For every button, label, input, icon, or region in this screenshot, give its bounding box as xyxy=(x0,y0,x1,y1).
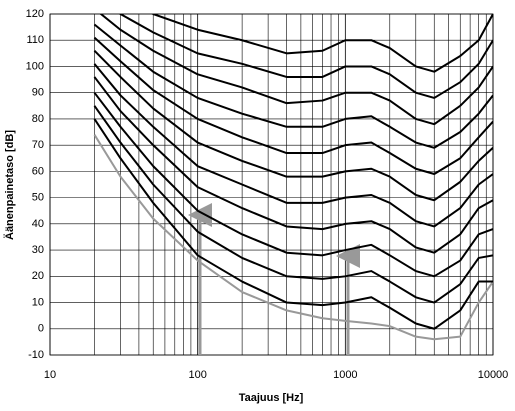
y-tick-label: 80 xyxy=(32,113,44,125)
y-tick-label: 30 xyxy=(32,244,44,256)
plot-frame xyxy=(49,13,494,356)
y-tick-label: 110 xyxy=(26,34,44,46)
curve xyxy=(93,105,493,304)
curve xyxy=(93,63,493,228)
curve xyxy=(93,92,493,278)
y-tick-label: -10 xyxy=(28,349,44,361)
curve xyxy=(93,134,493,341)
curve xyxy=(118,14,493,99)
curve xyxy=(93,23,493,149)
y-tick-label: 0 xyxy=(38,323,44,335)
y-tick-label: 60 xyxy=(32,165,44,177)
plot-area xyxy=(93,14,493,341)
curve xyxy=(93,36,493,176)
y-tick-label: 100 xyxy=(26,60,44,72)
curve xyxy=(99,14,493,126)
y-tick-label: 20 xyxy=(32,270,44,282)
curve xyxy=(93,50,493,202)
x-tick-label: 100 xyxy=(188,369,206,381)
x-tick-label: 10000 xyxy=(478,369,509,381)
x-tick-label: 10 xyxy=(44,369,56,381)
curve xyxy=(93,118,493,330)
y-tick-label: 50 xyxy=(32,192,44,204)
y-tick-label: 70 xyxy=(32,139,44,151)
y-tick-label: 40 xyxy=(32,218,44,230)
curve xyxy=(150,14,493,73)
y-tick-label: 10 xyxy=(32,296,44,308)
x-axis-label: Taajuus [Hz] xyxy=(239,392,304,404)
y-axis-label: Äänenpainetaso [dB] xyxy=(3,130,16,240)
x-tick-label: 1000 xyxy=(333,369,357,381)
y-tick-label: 120 xyxy=(26,8,44,20)
curve xyxy=(93,76,493,254)
y-tick-label: 90 xyxy=(32,87,44,99)
